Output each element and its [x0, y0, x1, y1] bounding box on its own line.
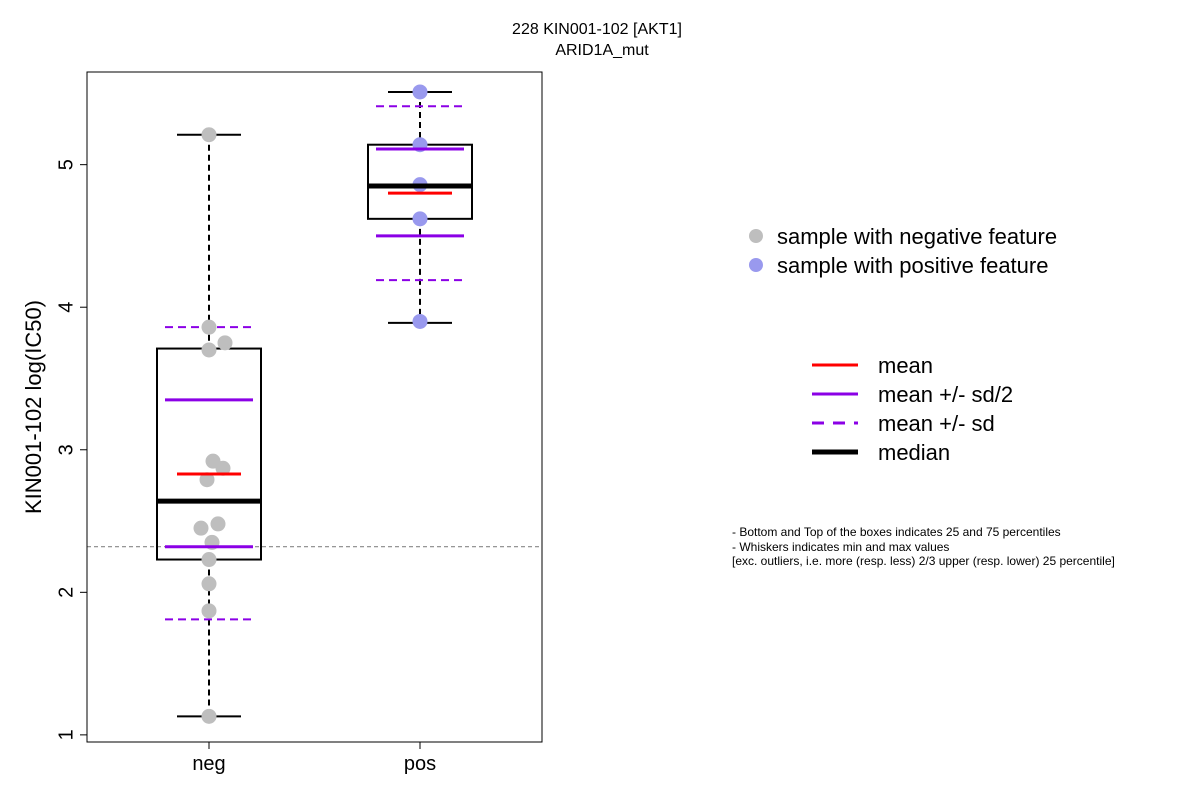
y-axis: 1 2 3 4 5 — [55, 159, 88, 740]
x-tick-label: pos — [404, 753, 436, 775]
chart-title: 228 KIN001-102 [AKT1] — [512, 21, 682, 38]
data-point — [199, 472, 215, 488]
data-point — [210, 516, 226, 532]
legend-line-label: mean +/- sd/2 — [878, 382, 1013, 407]
legend-point-marker — [749, 229, 763, 243]
x-axis: neg pos — [192, 742, 436, 775]
legend-points: sample with negative feature sample with … — [749, 224, 1057, 278]
data-point — [215, 460, 231, 476]
box-group-pos — [367, 84, 473, 329]
data-point — [201, 552, 217, 568]
legend-lines: mean mean +/- sd/2 mean +/- sd median — [812, 353, 1013, 465]
box — [156, 347, 262, 561]
box-group-neg — [156, 127, 262, 724]
x-tick-label: neg — [192, 753, 225, 775]
data-point — [201, 576, 217, 592]
note-line: [exc. outliers, i.e. more (resp. less) 2… — [732, 554, 1115, 568]
legend-line-label: median — [878, 440, 950, 465]
y-axis-label: KIN001-102 log(IC50) — [21, 300, 46, 514]
y-tick-label: 2 — [55, 587, 77, 598]
data-point — [217, 335, 233, 351]
data-point — [412, 84, 428, 100]
plot-area — [86, 71, 543, 743]
data-point — [201, 603, 217, 619]
data-point — [193, 520, 209, 536]
y-tick-label: 1 — [55, 729, 77, 740]
data-point — [201, 708, 217, 724]
data-point — [412, 313, 428, 329]
y-tick-label: 5 — [55, 159, 77, 170]
legend-point-marker — [749, 258, 763, 272]
data-point — [201, 342, 217, 358]
data-point — [412, 211, 428, 227]
legend-line-label: mean — [878, 353, 933, 378]
plot-frame — [86, 71, 543, 743]
note-line: - Whiskers indicates min and max values — [732, 540, 949, 554]
legend-point-label: sample with negative feature — [777, 224, 1057, 249]
data-point — [201, 319, 217, 335]
y-tick-label: 4 — [55, 302, 77, 313]
data-point — [201, 127, 217, 143]
notes: - Bottom and Top of the boxes indicates … — [732, 525, 1115, 568]
note-line: - Bottom and Top of the boxes indicates … — [732, 525, 1061, 539]
legend-line-label: mean +/- sd — [878, 411, 995, 436]
legend-point-label: sample with positive feature — [777, 253, 1048, 278]
chart-subtitle: ARID1A_mut — [555, 42, 649, 59]
y-tick-label: 3 — [55, 444, 77, 455]
